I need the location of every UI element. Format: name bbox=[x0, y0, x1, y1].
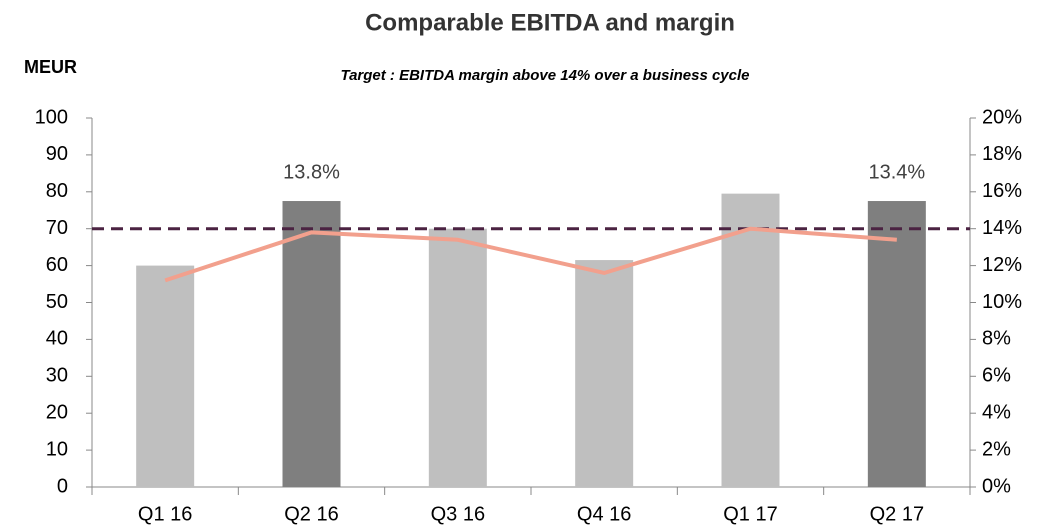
value-label: 13.4% bbox=[868, 161, 925, 183]
y2-tick-label: 14% bbox=[982, 217, 1022, 239]
x-tick-label: Q1 16 bbox=[138, 503, 192, 525]
bar bbox=[575, 260, 634, 487]
y-tick-label: 80 bbox=[46, 180, 68, 202]
bar bbox=[867, 201, 926, 487]
x-tick-label: Q1 17 bbox=[723, 503, 777, 525]
bar bbox=[136, 265, 195, 487]
bar bbox=[428, 228, 487, 487]
y2-tick-label: 0% bbox=[982, 475, 1011, 497]
y-tick-label: 50 bbox=[46, 291, 68, 313]
y-tick-label: 100 bbox=[35, 106, 68, 128]
y2-tick-label: 18% bbox=[982, 143, 1022, 165]
y-axis-label: MEUR bbox=[24, 57, 77, 77]
y-tick-label: 30 bbox=[46, 365, 68, 387]
y-tick-label: 10 bbox=[46, 438, 68, 460]
x-tick-label: Q2 17 bbox=[870, 503, 924, 525]
y-tick-label: 40 bbox=[46, 328, 68, 350]
x-tick-label: Q2 16 bbox=[284, 503, 338, 525]
y2-tick-label: 20% bbox=[982, 106, 1022, 128]
y2-tick-label: 6% bbox=[982, 365, 1011, 387]
chart-subtitle: Target : EBITDA margin above 14% over a … bbox=[340, 67, 749, 84]
y2-tick-label: 2% bbox=[982, 438, 1011, 460]
y-tick-label: 20 bbox=[46, 401, 68, 423]
x-tick-label: Q4 16 bbox=[577, 503, 631, 525]
bar bbox=[721, 193, 780, 487]
y2-tick-label: 8% bbox=[982, 328, 1011, 350]
x-tick-label: Q3 16 bbox=[431, 503, 485, 525]
margin-line bbox=[164, 226, 897, 283]
y2-tick-label: 4% bbox=[982, 401, 1011, 423]
y-tick-label: 70 bbox=[46, 217, 68, 239]
chart-title: Comparable EBITDA and margin bbox=[365, 9, 735, 36]
y2-tick-label: 10% bbox=[982, 291, 1022, 313]
value-label: 13.8% bbox=[283, 161, 340, 183]
y-tick-label: 90 bbox=[46, 143, 68, 165]
y-tick-label: 0 bbox=[57, 475, 68, 497]
bar bbox=[282, 201, 341, 487]
y2-tick-label: 12% bbox=[982, 254, 1022, 276]
y2-tick-label: 16% bbox=[982, 180, 1022, 202]
y-tick-label: 60 bbox=[46, 254, 68, 276]
